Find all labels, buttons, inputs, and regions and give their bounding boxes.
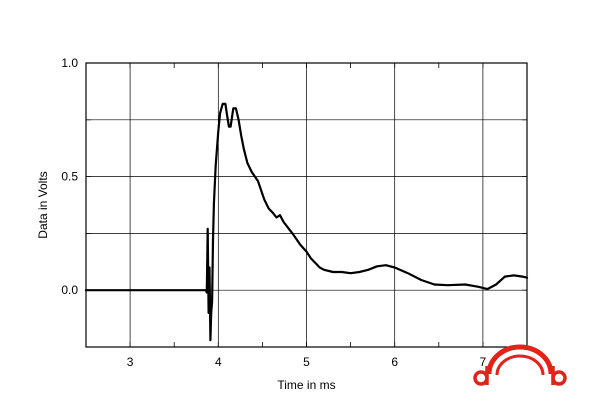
y-tick-label: 0.5 [61, 170, 78, 184]
x-tick-label: 5 [303, 355, 310, 369]
ticks [85, 62, 528, 348]
series-layer [84, 102, 529, 342]
x-tick-label: 4 [215, 355, 222, 369]
brand-logo [473, 344, 567, 386]
series-line [84, 102, 529, 342]
y-tick-label: 1.0 [61, 56, 78, 70]
y-tick-labels: 0.0 0.5 1.0 [61, 56, 78, 297]
grid [86, 63, 527, 347]
x-tick-label: 3 [127, 355, 134, 369]
y-tick-label: 0.0 [61, 283, 78, 297]
x-tick-labels: 3 4 5 6 7 [127, 355, 487, 369]
logo-left-bowl [473, 370, 489, 386]
logo-arc [486, 344, 554, 375]
y-axis-label: Data in Volts [36, 171, 50, 238]
x-axis-label: Time in ms [277, 378, 335, 392]
logo-right-bowl [551, 370, 567, 386]
x-tick-label: 6 [391, 355, 398, 369]
logo-arc-inner [495, 354, 545, 376]
plot-frame [85, 62, 528, 348]
x-tick-label: 7 [480, 355, 487, 369]
